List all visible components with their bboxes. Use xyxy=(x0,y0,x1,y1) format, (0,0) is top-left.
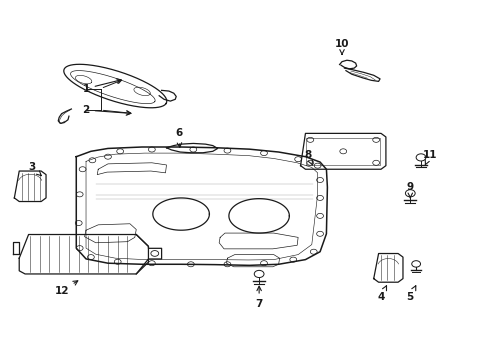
Text: 6: 6 xyxy=(175,129,182,147)
Text: 9: 9 xyxy=(406,182,413,198)
Text: 5: 5 xyxy=(406,286,415,302)
Text: 3: 3 xyxy=(29,162,41,176)
Text: 12: 12 xyxy=(54,281,78,296)
Text: 4: 4 xyxy=(377,286,386,302)
Text: 10: 10 xyxy=(334,39,348,54)
Text: 11: 11 xyxy=(422,150,436,165)
Text: 2: 2 xyxy=(82,105,130,115)
Text: 7: 7 xyxy=(255,286,262,309)
Text: 8: 8 xyxy=(304,150,312,165)
Text: 1: 1 xyxy=(82,79,121,94)
